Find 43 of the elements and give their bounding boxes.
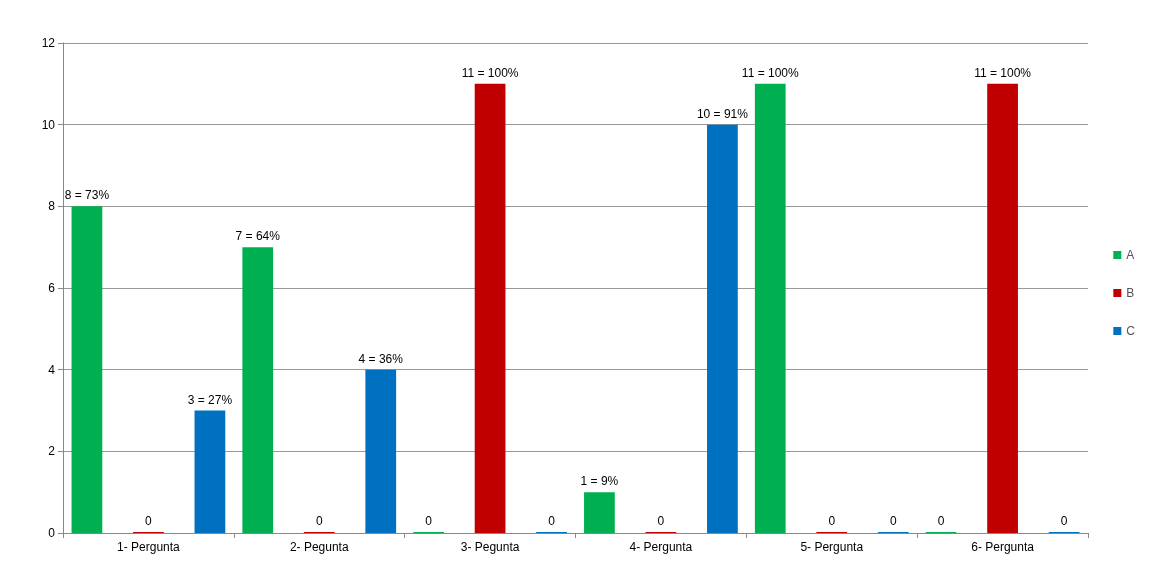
y-tick-label: 0 (48, 526, 56, 540)
y-tick-label: 6 (48, 281, 56, 295)
data-label: 11 = 100% (461, 65, 519, 80)
bar (707, 124, 738, 533)
x-tick-label: 2- Pegunta (289, 540, 349, 554)
y-tick-label: 10 (41, 117, 56, 132)
data-label: 0 (657, 514, 665, 528)
data-label: 0 (937, 514, 945, 528)
data-label: 0 (425, 514, 433, 528)
bar (365, 369, 397, 533)
data-label: 0 (548, 514, 556, 528)
data-label: 3 = 27% (187, 392, 233, 407)
bar (754, 83, 786, 533)
x-tick-label: 3- Pegunta (460, 540, 520, 554)
data-label: 11 = 100% (974, 65, 1032, 80)
y-tick-label: 12 (41, 36, 56, 50)
y-tick-label: 4 (48, 362, 56, 377)
x-tick-label: 1- Pergunta (117, 540, 181, 554)
data-label: 1 = 9% (580, 474, 619, 489)
data-label: 0 (828, 514, 836, 528)
data-label: 10 = 91% (696, 106, 749, 121)
legend-label: C (1126, 324, 1136, 338)
legend-label: B (1126, 286, 1135, 300)
data-label: 8 = 73% (64, 188, 110, 203)
x-tick-label: 6- Pergunta (971, 540, 1035, 554)
data-label: 0 (315, 514, 323, 528)
bar (71, 206, 103, 533)
data-label: 7 = 64% (235, 229, 281, 244)
bar (194, 410, 226, 533)
y-tick-label: 8 (48, 199, 56, 214)
legend-label: A (1126, 248, 1135, 262)
data-label: 0 (1060, 514, 1068, 528)
data-label: 11 = 100% (741, 65, 799, 80)
bar (987, 83, 1018, 533)
data-label: 4 = 36% (358, 351, 404, 366)
y-tick-label: 2 (48, 444, 56, 459)
bar (584, 492, 615, 533)
data-label: 0 (889, 514, 897, 528)
bar (474, 83, 506, 533)
x-tick-label: 4- Pergunta (629, 540, 693, 554)
x-tick-label: 5- Pergunta (800, 540, 864, 554)
data-label: 0 (145, 514, 153, 528)
bar (242, 247, 274, 533)
